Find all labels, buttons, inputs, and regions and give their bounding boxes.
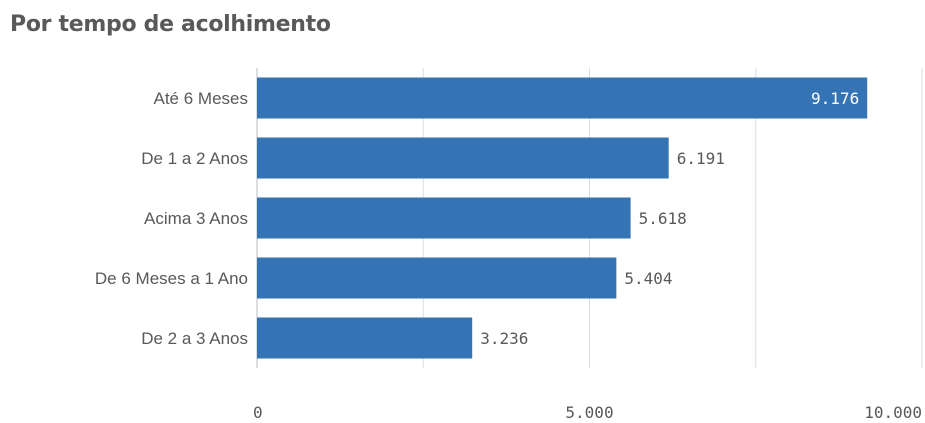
x-tick-label: 10.000 — [864, 403, 922, 422]
category-label: Até 6 Meses — [154, 89, 249, 108]
category-label: De 2 a 3 Anos — [141, 329, 248, 348]
category-label: De 1 a 2 Anos — [141, 149, 248, 168]
bar — [257, 257, 617, 299]
chart-title: Por tempo de acolhimento — [10, 12, 331, 37]
bar — [257, 137, 669, 179]
value-label: 3.236 — [480, 329, 528, 348]
bar — [257, 197, 631, 239]
value-label: 5.618 — [639, 209, 687, 228]
value-label: 5.404 — [624, 269, 672, 288]
x-tick-label: 0 — [253, 403, 263, 422]
bar — [257, 317, 473, 359]
value-label: 9.176 — [811, 89, 859, 108]
value-labels: 9.176 6.191 5.618 5.404 3.236 — [480, 89, 859, 348]
bars — [257, 77, 868, 359]
value-label: 6.191 — [677, 149, 725, 168]
category-label: De 6 Meses a 1 Ano — [95, 269, 248, 288]
category-labels: Até 6 Meses De 1 a 2 Anos Acima 3 Anos De 6… — [95, 89, 248, 348]
x-tick-label: 5.000 — [565, 403, 613, 422]
x-axis-tick-labels: 0 5.000 10.000 — [253, 403, 922, 422]
bar — [257, 77, 868, 119]
category-label: Acima 3 Anos — [144, 209, 248, 228]
